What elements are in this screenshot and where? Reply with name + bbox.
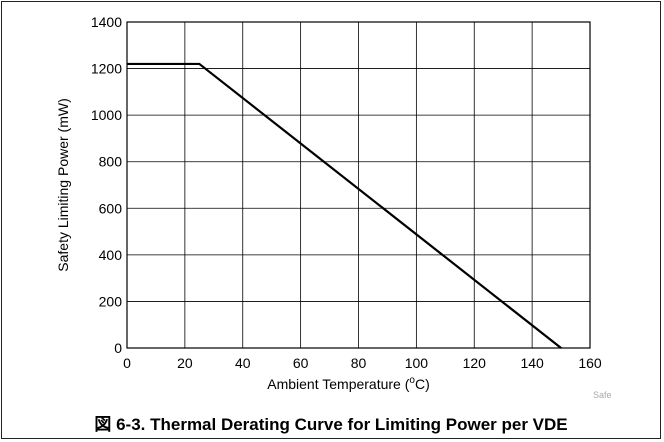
y-tick-label: 800 bbox=[99, 154, 123, 170]
x-tick-label: 60 bbox=[293, 355, 309, 371]
x-tick-labels: 0 20 40 60 80 100 120 140 160 bbox=[123, 355, 602, 371]
derating-curve-line bbox=[127, 62, 562, 349]
x-tick-label: 80 bbox=[351, 355, 367, 371]
grid bbox=[126, 21, 591, 349]
y-tick-label: 200 bbox=[99, 293, 123, 309]
y-axis-title: Safety Limiting Power (mW) bbox=[55, 98, 71, 271]
plot-area-border bbox=[126, 21, 591, 349]
x-tick-label: 160 bbox=[578, 355, 602, 371]
x-tick-label: 100 bbox=[405, 355, 429, 371]
x-axis-title: Ambient Temperature (oC) bbox=[267, 375, 429, 392]
y-tick-label: 1200 bbox=[91, 61, 122, 77]
y-tick-label: 1400 bbox=[91, 14, 122, 30]
x-tick-label: 40 bbox=[235, 355, 251, 371]
x-tick-label: 20 bbox=[177, 355, 193, 371]
y-tick-label: 1000 bbox=[91, 107, 122, 123]
figure-caption: 図 6-3. Thermal Derating Curve for Limiti… bbox=[94, 415, 568, 434]
series-layer bbox=[127, 62, 562, 349]
watermark-text: Safe bbox=[593, 390, 612, 400]
y-tick-label: 600 bbox=[99, 200, 123, 216]
y-tick-label: 400 bbox=[99, 247, 123, 263]
y-tick-label: 0 bbox=[114, 340, 122, 356]
x-tick-label: 0 bbox=[123, 355, 131, 371]
x-tick-label: 140 bbox=[520, 355, 544, 371]
x-tick-label: 120 bbox=[463, 355, 487, 371]
y-tick-labels: 0 200 400 600 800 1000 1200 1400 bbox=[91, 14, 122, 356]
